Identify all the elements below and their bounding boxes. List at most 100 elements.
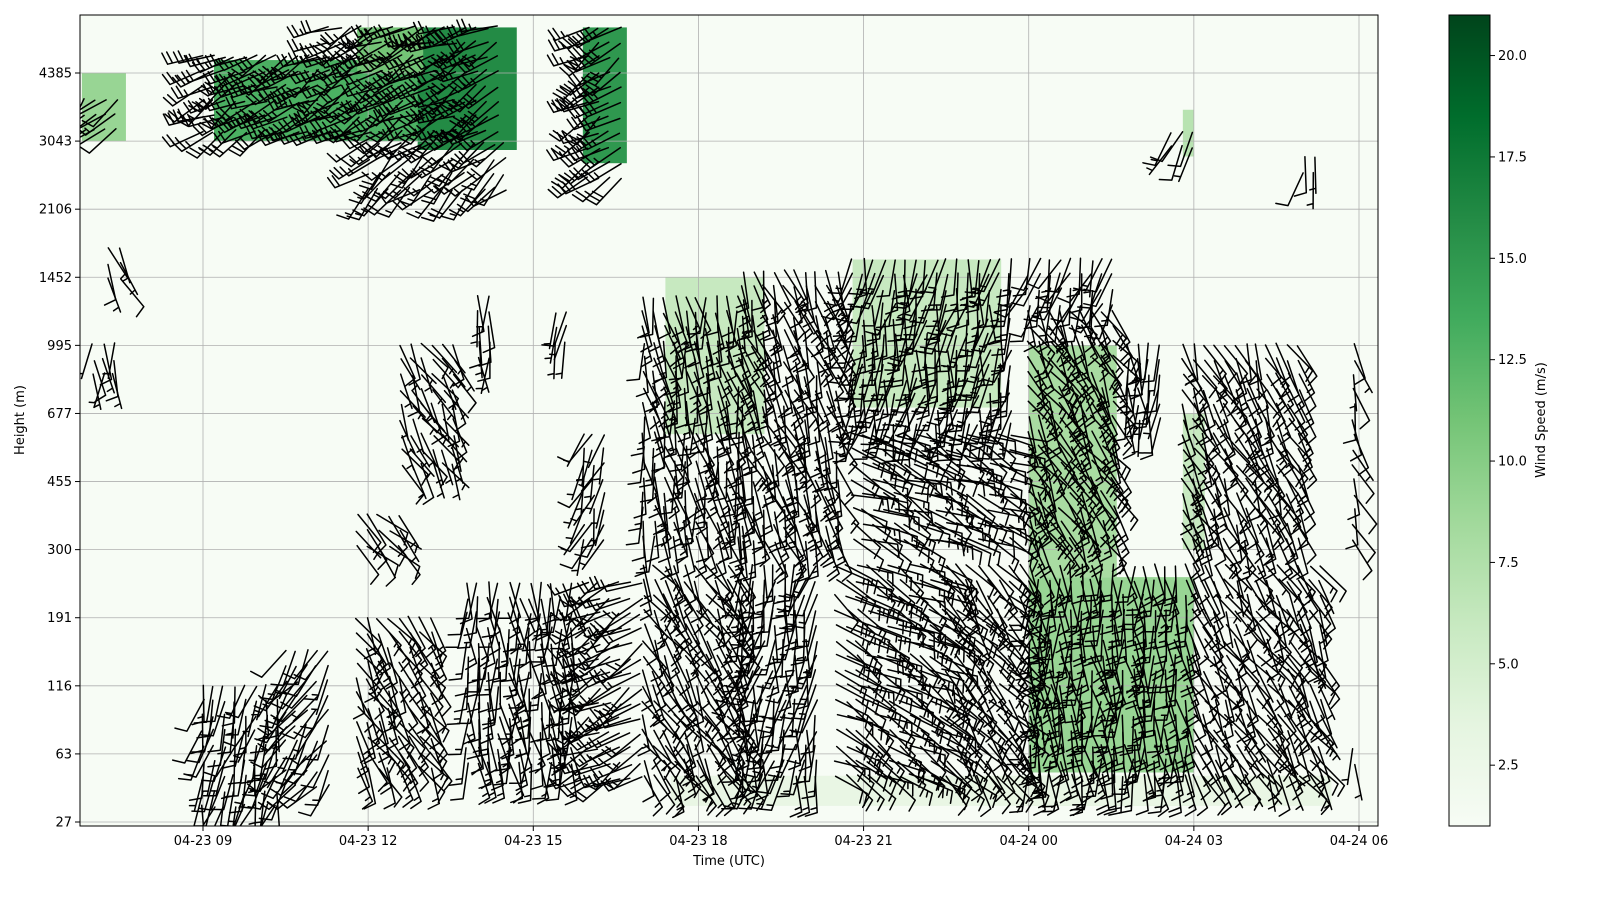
y-tick-label: 63 (55, 747, 72, 762)
wind-barb (763, 540, 784, 582)
wind-barb (429, 54, 467, 82)
wind-barb (1088, 623, 1104, 664)
wind-barb (427, 767, 441, 810)
wind-barb (1126, 653, 1146, 693)
wind-barb (729, 522, 743, 565)
wind-barb (983, 304, 997, 347)
wind-barb (464, 657, 480, 698)
wind-barb (859, 259, 887, 295)
wind-barb (790, 625, 806, 666)
wind-barb (1224, 774, 1244, 809)
wind-barb (590, 640, 633, 653)
wind-barb (303, 664, 329, 701)
wind-barb (590, 492, 606, 529)
wind-barb (1229, 524, 1243, 567)
wind-barb (465, 142, 505, 168)
wind-barb (1235, 623, 1251, 667)
wind-barb (80, 99, 107, 115)
wind-barb (475, 582, 499, 620)
y-tick-label: 3043 (39, 135, 72, 150)
wind-barb (702, 758, 715, 801)
wind-barb (80, 113, 116, 136)
wind-barb (383, 173, 423, 200)
wind-barb (1320, 774, 1333, 811)
wind-barb (524, 673, 543, 713)
wind-barb (563, 41, 600, 71)
wind-barb (1097, 563, 1115, 603)
wind-barb (446, 39, 489, 55)
wind-barb (456, 687, 480, 725)
wind-barb (588, 625, 631, 639)
wind-barb (399, 529, 420, 563)
wind-barb (922, 348, 936, 389)
wind-barb (559, 72, 600, 96)
wind-barb (432, 462, 445, 499)
wind-barb (993, 287, 1029, 319)
wind-barb (1041, 578, 1061, 617)
wind-barb (978, 715, 1006, 753)
wind-barb (1108, 446, 1122, 490)
wind-barb (1353, 494, 1378, 535)
wind-barb (945, 699, 978, 733)
wind-barb (259, 693, 288, 729)
wind-barb (797, 775, 811, 818)
wind-barb (739, 299, 753, 341)
wind-barb (274, 663, 308, 696)
wind-barb (841, 349, 864, 386)
wind-barb (873, 538, 904, 573)
wind-barb (1153, 684, 1176, 722)
wind-barb (910, 259, 939, 295)
wind-barb (1036, 272, 1061, 309)
wind-barb (1103, 774, 1117, 816)
wind-barb (492, 642, 509, 683)
wind-barb (913, 463, 949, 491)
wind-barb (548, 776, 591, 790)
wind-barb (898, 319, 928, 355)
wind-barb (458, 41, 497, 68)
wind-barb (977, 493, 1010, 526)
wind-barb (245, 83, 287, 106)
wind-barb (276, 791, 281, 826)
wind-barb (456, 18, 498, 33)
wind-barb (999, 700, 1017, 743)
wind-barb (1142, 760, 1157, 802)
wind-barb (578, 117, 621, 132)
wind-barb (401, 464, 425, 505)
wind-barb (751, 270, 765, 312)
wind-barb (924, 507, 959, 538)
wind-barb (1255, 745, 1282, 775)
wind-barb (225, 95, 268, 110)
wind-barb (293, 708, 329, 739)
wind-barb (1202, 776, 1227, 816)
wind-barb (403, 26, 445, 45)
wind-barb (235, 80, 278, 95)
wind-barb (172, 131, 214, 153)
wind-barb (638, 401, 652, 445)
wind-barb (848, 259, 874, 296)
wind-barb (732, 743, 753, 782)
wind-barb (1023, 287, 1052, 323)
wind-barb (452, 373, 477, 414)
colorbar-tick-label: 10.0 (1498, 455, 1527, 470)
wind-barb (1100, 758, 1114, 800)
wind-barb (1046, 699, 1060, 740)
wind-barb (598, 716, 641, 729)
wind-barb (578, 732, 620, 750)
wind-barb (364, 173, 400, 203)
speed-patch (1182, 109, 1194, 157)
wind-barb (821, 318, 853, 352)
wind-barb (779, 594, 806, 631)
wind-barb (584, 479, 604, 515)
wind-barb (991, 317, 1011, 357)
wind-barb (225, 685, 258, 719)
wind-barb (1351, 539, 1373, 581)
wind-barb (326, 173, 370, 189)
wind-barb (835, 540, 853, 582)
y-tick-label: 27 (55, 816, 72, 831)
wind-barb (1101, 401, 1118, 443)
wind-barb (1061, 669, 1084, 707)
wind-barb (1140, 344, 1160, 383)
wind-barb (794, 524, 807, 567)
wind-barb (250, 649, 287, 678)
y-axis-label: Height (m) (13, 385, 28, 455)
